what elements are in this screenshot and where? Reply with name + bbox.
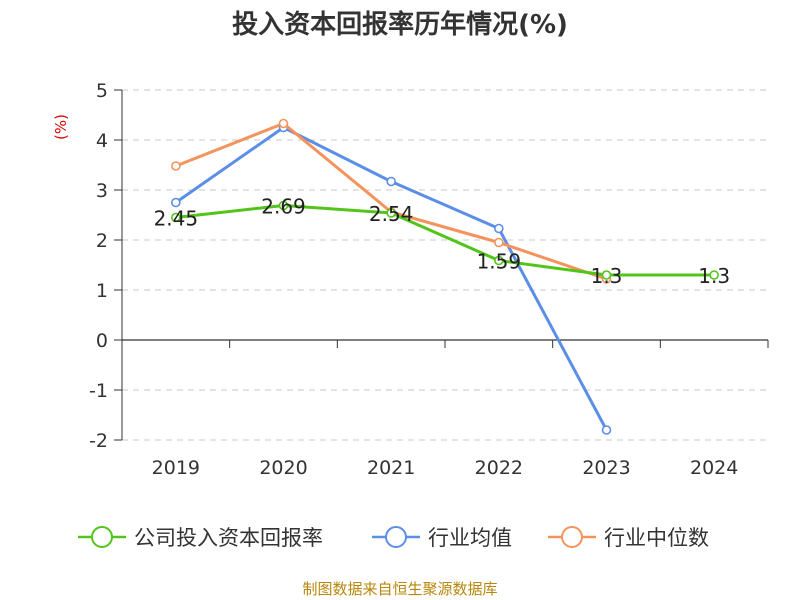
axes: 5 4 3 2 1 0 -1 -2 2019 2020 2021 2022 2023 2024 (%) [52, 80, 769, 479]
y-tick-label: 4 [96, 130, 108, 152]
legend: 公司投入资本回报率 行业均值 行业中位数 [78, 526, 709, 550]
data-point [386, 208, 396, 218]
data-point [709, 270, 719, 280]
data-point [278, 118, 289, 129]
data-point [171, 197, 181, 208]
data-label: 1.59 [477, 250, 522, 274]
x-tick-label: 2021 [367, 457, 415, 479]
y-tick-label: 2 [96, 230, 108, 252]
x-tick-label: 2023 [582, 457, 630, 479]
y-tick-label: 1 [96, 280, 108, 302]
y-axis-label: (%) [52, 114, 70, 140]
data-point [278, 200, 289, 211]
data-label: 2.45 [154, 207, 199, 231]
data-point [171, 212, 181, 223]
x-tick-label: 2020 [259, 457, 307, 479]
data-point [601, 425, 612, 435]
y-tick-label: 0 [96, 330, 108, 352]
data-point [171, 161, 181, 171]
legend-label: 行业中位数 [604, 526, 709, 550]
legend-swatch-marker [561, 526, 583, 548]
series-lines [171, 118, 719, 435]
legend-label: 公司投入资本回报率 [134, 526, 323, 550]
legend-swatch-marker [91, 526, 113, 548]
data-label: 1.3 [591, 264, 623, 288]
series-line [174, 126, 608, 431]
y-tick-label: -2 [89, 430, 108, 452]
x-tick-label: 2022 [475, 457, 523, 479]
x-tick-label: 2019 [152, 457, 200, 479]
legend-swatch-marker [385, 526, 407, 548]
series-line [175, 204, 715, 277]
data-point [494, 223, 504, 234]
legend-label: 行业均值 [428, 526, 512, 550]
data-point [386, 176, 396, 187]
data-label: 2.54 [369, 202, 414, 226]
data-label: 1.3 [698, 264, 730, 288]
data-point [601, 270, 612, 280]
data-label: 2.69 [261, 195, 306, 219]
y-tick-label: 5 [96, 80, 108, 102]
data-labels: 2.45 2.69 2.54 1.59 1.3 1.3 [154, 195, 731, 289]
y-tick-label: -1 [89, 380, 108, 402]
y-tick-label: 3 [96, 180, 108, 202]
data-point [494, 237, 504, 248]
chart-title: 投入资本回报率历年情况(%) [232, 10, 568, 40]
source-note: 制图数据来自恒生聚源数据库 [302, 580, 498, 598]
grid-lines [122, 89, 768, 441]
x-tick-label: 2024 [690, 457, 738, 479]
data-point [494, 255, 504, 266]
